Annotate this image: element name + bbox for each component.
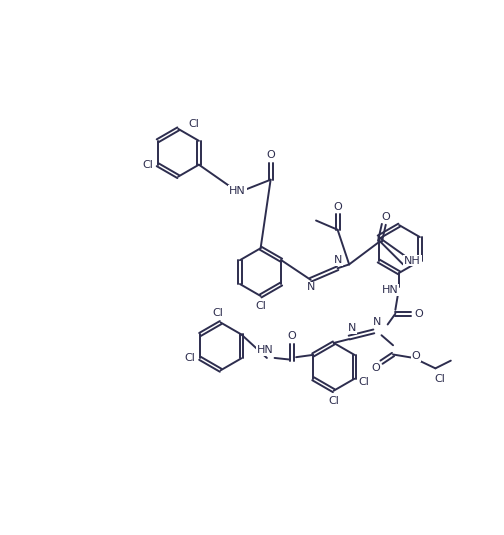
Text: N: N <box>334 255 342 265</box>
Text: O: O <box>287 331 296 341</box>
Text: O: O <box>382 212 391 221</box>
Text: Cl: Cl <box>255 301 266 311</box>
Text: O: O <box>372 363 381 373</box>
Text: HN: HN <box>382 285 398 295</box>
Text: HN: HN <box>257 345 274 355</box>
Text: HN: HN <box>229 186 246 196</box>
Text: Cl: Cl <box>212 308 223 318</box>
Text: N: N <box>348 323 356 333</box>
Text: Cl: Cl <box>434 374 446 384</box>
Text: Cl: Cl <box>142 159 153 170</box>
Text: Cl: Cl <box>358 377 369 387</box>
Text: O: O <box>412 351 420 361</box>
Text: O: O <box>333 202 342 212</box>
Text: Cl: Cl <box>184 353 196 363</box>
Text: N: N <box>306 282 315 293</box>
Text: N: N <box>372 317 381 327</box>
Text: O: O <box>414 309 423 319</box>
Text: Cl: Cl <box>188 119 199 128</box>
Text: NH: NH <box>404 256 421 265</box>
Text: Cl: Cl <box>328 396 339 406</box>
Text: O: O <box>266 150 275 160</box>
